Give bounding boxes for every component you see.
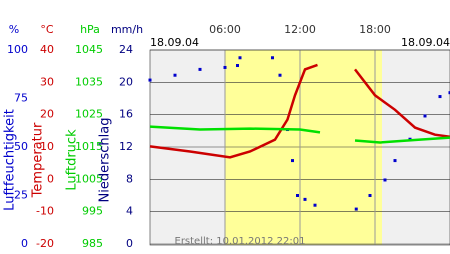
date-right: 18.09.04 (401, 36, 450, 49)
y-tick-label: 985 (82, 237, 103, 250)
data-dot (296, 194, 299, 197)
data-dot (394, 159, 397, 162)
y-tick-label: 1045 (75, 43, 103, 56)
axis-title: Luftfeuchtigkeit (3, 109, 18, 211)
y-tick-label: 995 (82, 205, 103, 218)
y-tick-label: 0 (126, 237, 133, 250)
data-dot (369, 194, 372, 197)
axis-unit: % (9, 23, 19, 36)
data-dot (149, 79, 152, 82)
y-tick-label: 40 (40, 43, 54, 56)
y-tick-label: 20 (119, 75, 133, 88)
data-dot (279, 74, 282, 77)
y-tick-label: 8 (126, 172, 133, 185)
x-tick-label: 12:00 (284, 23, 316, 36)
y-tick-label: -10 (36, 205, 54, 218)
y-tick-label: 12 (119, 140, 133, 153)
y-tick-label: 1035 (75, 75, 103, 88)
x-tick-label: 06:00 (209, 23, 241, 36)
y-tick-label: 0 (21, 237, 28, 250)
y-tick-label: 100 (7, 43, 28, 56)
y-tick-label: 20 (40, 108, 54, 121)
axis-unit: °C (40, 23, 54, 36)
axis-unit: hPa (80, 23, 100, 36)
axis-title: Temperatur (31, 122, 46, 198)
data-dot (424, 114, 427, 117)
y-tick-label: 75 (14, 92, 28, 105)
y-tick-label: 16 (119, 108, 133, 121)
data-dot (314, 204, 317, 207)
y-tick-label: 4 (126, 205, 133, 218)
data-dot (199, 68, 202, 71)
data-dot (355, 208, 358, 211)
axis-title: Niederschlag (98, 118, 113, 203)
data-dot (291, 159, 294, 162)
date-left: 18.09.04 (150, 36, 199, 49)
y-tick-label: 24 (119, 43, 133, 56)
axis-unit: mm/h (111, 23, 143, 36)
daylight-band (225, 50, 382, 245)
data-dot (439, 95, 442, 98)
data-dot (236, 64, 239, 67)
y-tick-label: 30 (40, 75, 54, 88)
axis-title: Luftdruck (65, 129, 80, 191)
x-tick-label: 18:00 (359, 23, 391, 36)
data-dot (174, 74, 177, 77)
data-dot (384, 178, 387, 181)
data-dot (239, 56, 242, 59)
footer: Erstellt: 10.01.2012 22:01 (175, 236, 306, 247)
data-dot (304, 198, 307, 201)
y-tick-label: 0 (47, 172, 54, 185)
y-tick-label: -20 (36, 237, 54, 250)
data-dot (224, 66, 227, 69)
data-dot (271, 56, 274, 59)
